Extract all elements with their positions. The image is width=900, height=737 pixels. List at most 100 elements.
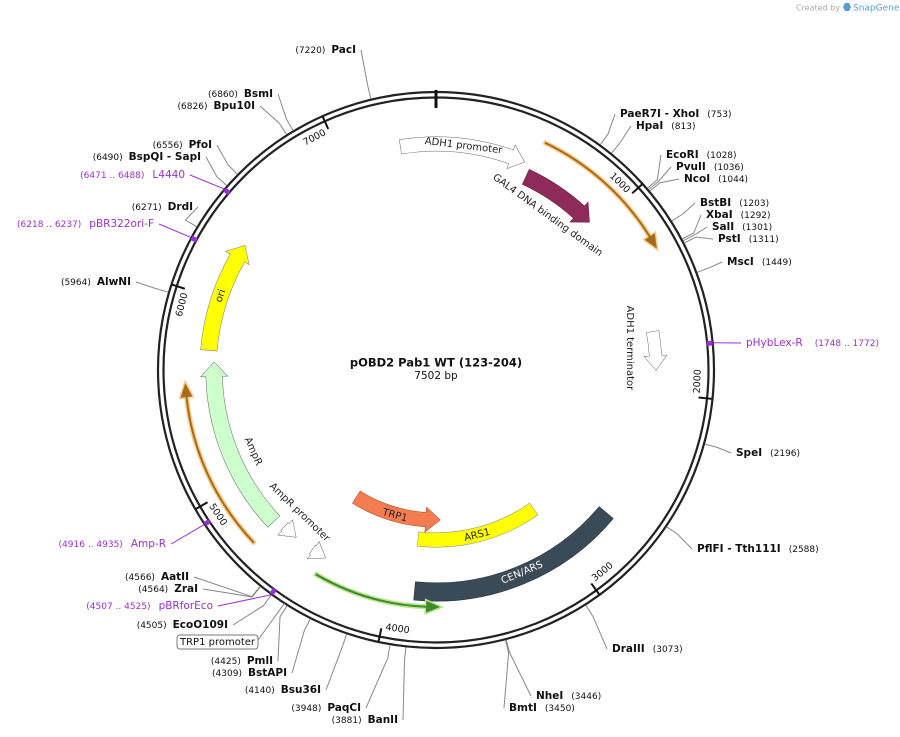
site-name: SpeI	[736, 447, 762, 459]
site-position: (813)	[671, 122, 695, 132]
primer-range: (6471 .. 6488)	[80, 171, 144, 181]
tick-mark	[590, 582, 601, 596]
site-position: (3948)	[291, 704, 321, 714]
leader-line	[599, 113, 616, 145]
site-name: BsmI	[244, 88, 273, 100]
leader-line	[683, 226, 708, 242]
leader-line	[291, 618, 311, 674]
brand: SnapGene	[853, 4, 900, 14]
primer-label: pHybLex-R (1748 .. 1772)	[746, 337, 879, 349]
site-position: (6490)	[93, 153, 123, 163]
site-name: BanII	[368, 714, 398, 726]
leader-line	[216, 144, 238, 175]
site-label: (6826) Bpu10I	[178, 100, 255, 112]
feature-arrow	[542, 139, 659, 252]
primer-range: (6218 .. 6237)	[17, 220, 81, 230]
tick-label: 1000	[607, 171, 632, 196]
leader-line	[170, 524, 205, 545]
site-label: PflFI - Tth111I (2588)	[697, 543, 819, 555]
site-name: DraIII	[612, 643, 645, 655]
primer-label: (4916 .. 4935) Amp-R	[59, 538, 166, 550]
feature-label: AmpR	[242, 436, 264, 468]
site-name: HpaI	[636, 120, 663, 132]
site-name: PmlI	[247, 655, 273, 667]
site-name: BmtI	[509, 702, 537, 714]
leader-line	[505, 639, 532, 697]
tick-mark	[321, 115, 330, 130]
site-label: PvuII (1036)	[676, 161, 744, 173]
length-number: 7502	[414, 370, 441, 382]
leader-line	[648, 166, 672, 190]
leader-line	[259, 105, 287, 135]
site-label: BstBI (1203)	[700, 197, 769, 209]
primer-range: (4916 .. 4935)	[59, 540, 123, 550]
site-name: Bpu10I	[213, 100, 255, 112]
logo-icon	[843, 3, 851, 11]
site-label: (3948) PaqCI	[291, 702, 361, 714]
feature-label: ADH1 terminator	[624, 306, 635, 392]
leader-line	[189, 174, 225, 190]
credit: Created by	[796, 4, 840, 13]
site-name: XbaI	[706, 209, 733, 221]
site-position: (1028)	[707, 151, 737, 161]
leader-line	[277, 93, 294, 131]
site-name: PflFI - Tth111I	[697, 543, 781, 555]
site-label: MscI (1449)	[727, 256, 792, 268]
leader-line	[277, 605, 288, 662]
primer-range: (4507 .. 4525)	[86, 602, 150, 612]
primer-site	[190, 235, 198, 243]
leader-line	[503, 640, 510, 709]
site-label: EcoRI (1028)	[666, 149, 737, 161]
primer-name: pHybLex-R	[746, 337, 803, 349]
site-name: AlwNI	[97, 276, 131, 288]
tick-label: 6000	[174, 292, 191, 318]
site-label: DraIII (3073)	[612, 643, 683, 655]
site-name: ZraI	[174, 583, 198, 595]
leader-line	[704, 443, 732, 454]
site-position: (5964)	[61, 278, 91, 288]
site-position: (1449)	[762, 258, 792, 268]
primer-site	[269, 587, 277, 596]
leader-line	[684, 236, 714, 244]
leader-line	[649, 178, 680, 192]
feature-arrow	[399, 136, 526, 170]
site-position: (6556)	[153, 141, 183, 151]
leader-line	[184, 206, 199, 228]
site-position: (1044)	[718, 175, 748, 185]
site-label: (6556) PfoI	[153, 139, 212, 151]
feature-arrow	[413, 506, 614, 602]
leader-line	[257, 602, 285, 641]
site-label: (4564) ZraI	[138, 583, 198, 595]
site-name: Bsu36I	[281, 684, 321, 696]
site-label: (6860) BsmI	[208, 88, 273, 100]
site-name: DrdI	[168, 201, 193, 213]
tick-mark	[698, 396, 713, 400]
site-label: SpeI (2196)	[736, 447, 800, 459]
site-name: PvuII	[676, 161, 706, 173]
site-position: (4425)	[211, 657, 241, 667]
site-position: (6271)	[132, 203, 162, 213]
site-label: HpaI (813)	[636, 120, 696, 132]
site-label: PaeR7I - XhoI (753)	[620, 108, 731, 120]
site-label: (4309) BstAPI	[212, 667, 287, 679]
tick-mark	[171, 283, 186, 290]
site-name: EcoO109I	[173, 619, 228, 631]
leader-line	[666, 526, 693, 550]
site-name: PaqCI	[327, 702, 361, 714]
feature-arrow	[178, 379, 257, 546]
site-label: NcoI (1044)	[684, 173, 748, 185]
site-position: (4505)	[137, 621, 167, 631]
primer-label: (6471 .. 6488) L4440	[80, 169, 185, 181]
site-name: MscI	[727, 256, 754, 268]
primer-range: (1748 .. 1772)	[815, 339, 879, 349]
site-position: (1311)	[749, 235, 779, 245]
site-label: (6271) DrdI	[132, 201, 193, 213]
site-label: (4566) AatII	[125, 571, 189, 583]
site-label: (5964) AlwNI	[61, 276, 131, 288]
leader-line	[202, 586, 261, 598]
primer-site	[223, 187, 231, 196]
site-name: PacI	[331, 44, 356, 56]
site-name: PstI	[718, 233, 741, 245]
feature-arrow	[200, 245, 250, 352]
